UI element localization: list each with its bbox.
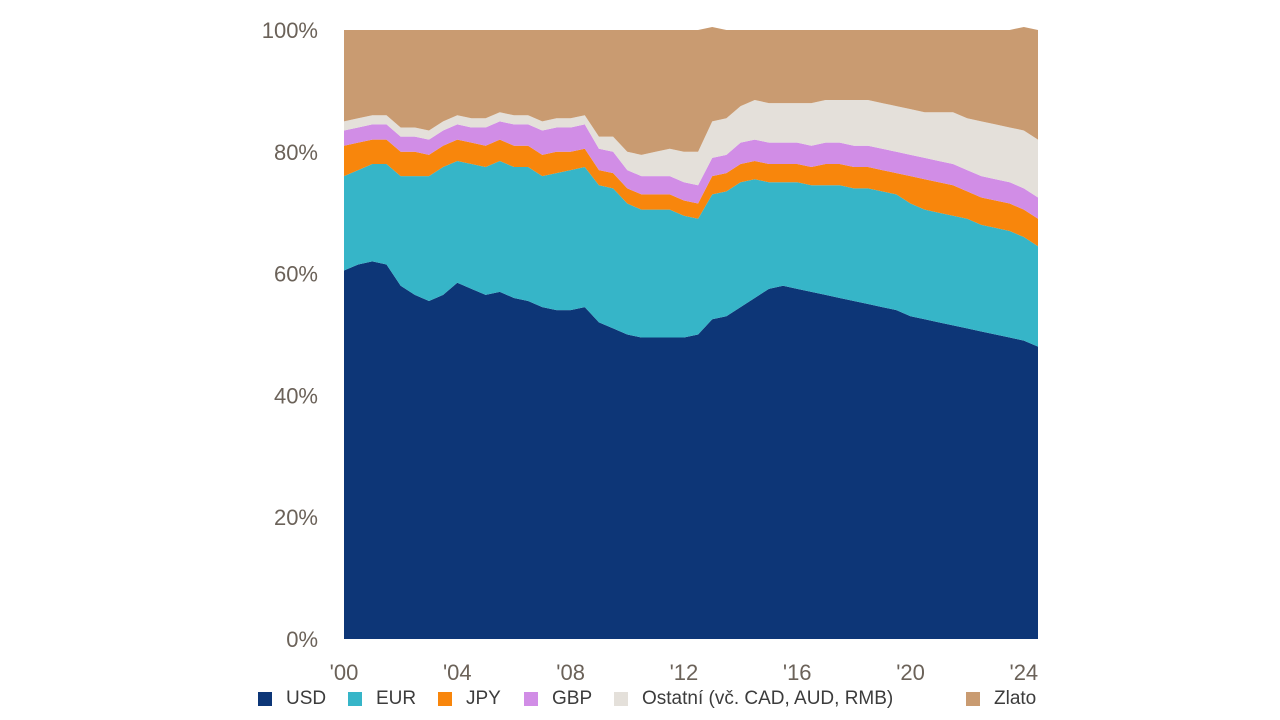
area-series-ostatní (344, 100, 1038, 198)
legend-swatch (524, 692, 538, 706)
x-axis-ticks: '00 '04 '08 '12 '16 '20 '24 (330, 660, 1039, 685)
legend: USD EUR JPY GBP Ostatní (vč. CAD, AUD, RMB) Z… (0, 688, 1280, 718)
legend-item: EUR (348, 688, 416, 710)
x-tick-label: '04 (443, 660, 472, 685)
x-tick-label: '08 (556, 660, 585, 685)
y-tick-label: 20% (274, 505, 318, 530)
area-series-usd (344, 261, 1038, 639)
legend-item: GBP (524, 688, 592, 710)
y-tick-label: 60% (274, 262, 318, 287)
legend-item: USD (258, 688, 326, 710)
x-tick-label: '16 (783, 660, 812, 685)
x-tick-label: '20 (896, 660, 925, 685)
area-series-gbp (344, 121, 1038, 219)
y-tick-label: 100% (262, 18, 318, 43)
legend-label: USD (286, 688, 327, 709)
area-series-eur (344, 160, 1038, 347)
area-layers (344, 26, 1038, 639)
legend-label: GBP (552, 688, 593, 709)
area-series-zlato (344, 26, 1038, 155)
y-tick-label: 80% (274, 140, 318, 165)
legend-swatch (966, 692, 980, 706)
y-axis-ticks: 0% 20% 40% 60% 80% 100% (262, 18, 318, 652)
legend-swatch (614, 692, 628, 706)
legend-label: Ostatní (vč. CAD, AUD, RMB) (642, 688, 894, 709)
legend-label: Zlato (994, 688, 1037, 709)
x-tick-label: '12 (670, 660, 699, 685)
legend-label: EUR (376, 688, 417, 709)
legend-item: JPY (438, 688, 501, 710)
legend-swatch (258, 692, 272, 706)
x-tick-label: '24 (1010, 660, 1039, 685)
y-tick-label: 40% (274, 383, 318, 408)
legend-item: Zlato (966, 688, 1036, 710)
legend-swatch (348, 692, 362, 706)
legend-item: Ostatní (vč. CAD, AUD, RMB) (614, 688, 893, 710)
legend-swatch (438, 692, 452, 706)
legend-label: JPY (466, 688, 501, 709)
area-series-jpy (344, 139, 1038, 247)
x-tick-label: '00 (330, 660, 359, 685)
y-tick-label: 0% (286, 627, 318, 652)
